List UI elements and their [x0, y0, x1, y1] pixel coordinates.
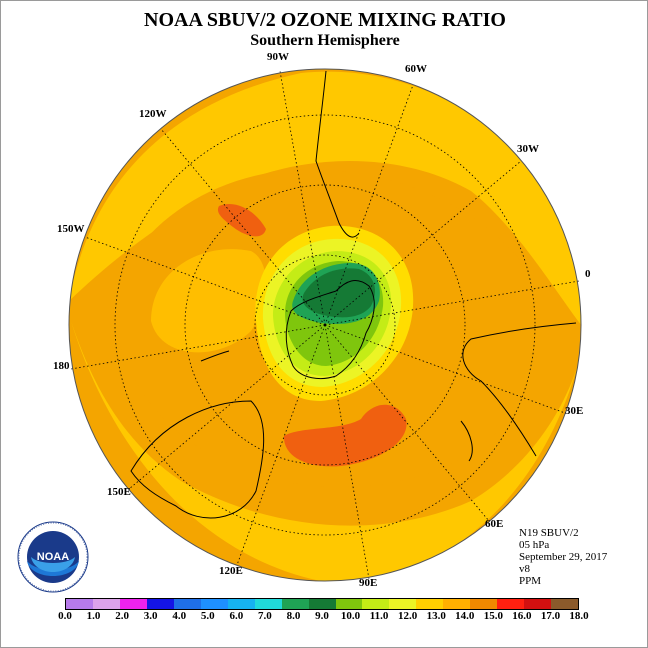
meridian-30w: [324, 160, 522, 326]
colorbar-swatch: [200, 599, 228, 609]
colorbar-swatch: [119, 599, 147, 609]
info-version: v8: [519, 563, 530, 575]
colorbar-swatch: [227, 599, 255, 609]
colorbar-tick-label: 10.0: [340, 610, 361, 622]
noaa-logo: NOAA: [17, 521, 89, 593]
contour-15-west: [217, 203, 266, 237]
meridian-150w: [84, 236, 326, 326]
info-units: PPM: [519, 575, 542, 587]
colorbar-tick-label: 7.0: [258, 610, 272, 622]
lon-label-180: 180: [53, 360, 70, 372]
lon-label-30e: 30E: [565, 405, 584, 417]
info-pressure: 05 hPa: [519, 539, 550, 551]
meridian-0: [324, 280, 580, 326]
lon-label-120e: 120E: [219, 565, 243, 577]
colorbar-swatch: [443, 599, 471, 609]
lat-ring-30: [114, 114, 536, 536]
colorbar-swatch: [308, 599, 336, 609]
page-subtitle: Southern Hemisphere: [250, 32, 400, 49]
meridian-30e: [324, 324, 566, 414]
contour-13-south: [71, 321, 579, 581]
colorbar-tick-label: 13.0: [426, 610, 446, 622]
madagascar-coast: [460, 420, 473, 462]
new-zealand-coast: [200, 350, 230, 362]
lon-label-120w: 120W: [139, 108, 167, 120]
colorbar-tick-label: 3.0: [143, 610, 158, 622]
colorbar-tick-label: 1.0: [86, 610, 101, 622]
colorbar-tick-label: 9.0: [315, 610, 329, 622]
contour-15-south: [283, 404, 407, 467]
info-date: September 29, 2017: [519, 551, 608, 563]
colorbar-tick-label: 17.0: [540, 610, 561, 622]
meridian-180: [70, 324, 326, 370]
lat-ring-50: [184, 184, 466, 466]
meridian-120w: [160, 128, 326, 326]
colorbar-tick-label: 5.0: [200, 610, 215, 622]
south-america-coast: [315, 70, 360, 238]
colorbar-tick-label: 14.0: [455, 610, 475, 622]
colorbar-swatch: [470, 599, 498, 609]
lon-label-90w: 90W: [267, 51, 289, 63]
colorbar-swatch: [281, 599, 309, 609]
colorbar-tick-label: 12.0: [398, 610, 418, 622]
lon-label-150w: 150W: [57, 223, 85, 235]
lon-label-60e: 60E: [485, 518, 504, 530]
colorbar-swatch: [362, 599, 390, 609]
lat-ring-70: [254, 254, 396, 396]
lon-label-150e: 150E: [107, 486, 131, 498]
info-satellite: N19 SBUV/2: [519, 527, 579, 539]
colorbar-tick-label: 15.0: [483, 610, 503, 622]
disc-outline: [68, 68, 582, 582]
antarctica-coast: [285, 280, 375, 379]
colorbar-tick-label: 18.0: [569, 610, 589, 622]
colorbar-swatch: [524, 599, 552, 609]
logo-text: NOAA: [37, 551, 69, 563]
colorbar-tick-label: 0.0: [58, 610, 72, 622]
lon-label-90e: 90E: [359, 577, 378, 589]
meridian-150e: [128, 324, 326, 490]
graticule: [70, 70, 580, 580]
colorbar-tick-label: 8.0: [286, 610, 301, 622]
colorbar: [65, 598, 579, 610]
coastlines: [130, 70, 577, 519]
colorbar-swatch: [173, 599, 201, 609]
lon-label-30w: 30W: [517, 143, 539, 155]
lon-label-0: 0: [585, 268, 591, 280]
colorbar-tick-label: 2.0: [115, 610, 129, 622]
page-title: NOAA SBUV/2 OZONE MIXING RATIO: [144, 9, 506, 31]
colorbar-swatch: [416, 599, 444, 609]
meridian-90e: [324, 324, 370, 580]
colorbar-swatch: [551, 599, 579, 609]
meridian-60w: [324, 84, 414, 326]
colorbar-swatch: [66, 599, 93, 609]
colorbar-tick-label: 6.0: [229, 610, 244, 622]
meridian-120e: [236, 324, 326, 566]
contour-14-inner: [151, 249, 266, 353]
colorbar-swatch: [146, 599, 174, 609]
info-block: N19 SBUV/2 05 hPa September 29, 2017 v8 …: [519, 527, 607, 587]
colorbar-swatch: [92, 599, 120, 609]
africa-coast: [462, 322, 577, 457]
colorbar-swatch: [254, 599, 282, 609]
contour-13: [69, 71, 581, 331]
meridian-90w: [279, 70, 326, 326]
australia-coast: [130, 400, 265, 519]
colorbar-tick-label: 16.0: [512, 610, 532, 622]
meridian-60e: [324, 324, 490, 522]
colorbar-tick-label: 11.0: [369, 610, 389, 622]
colorbar-swatch: [335, 599, 363, 609]
ozone-field: [69, 69, 581, 581]
colorbar-swatch: [389, 599, 417, 609]
colorbar-tick-label: 4.0: [172, 610, 187, 622]
lon-label-60w: 60W: [405, 63, 427, 75]
colorbar-swatch: [497, 599, 525, 609]
